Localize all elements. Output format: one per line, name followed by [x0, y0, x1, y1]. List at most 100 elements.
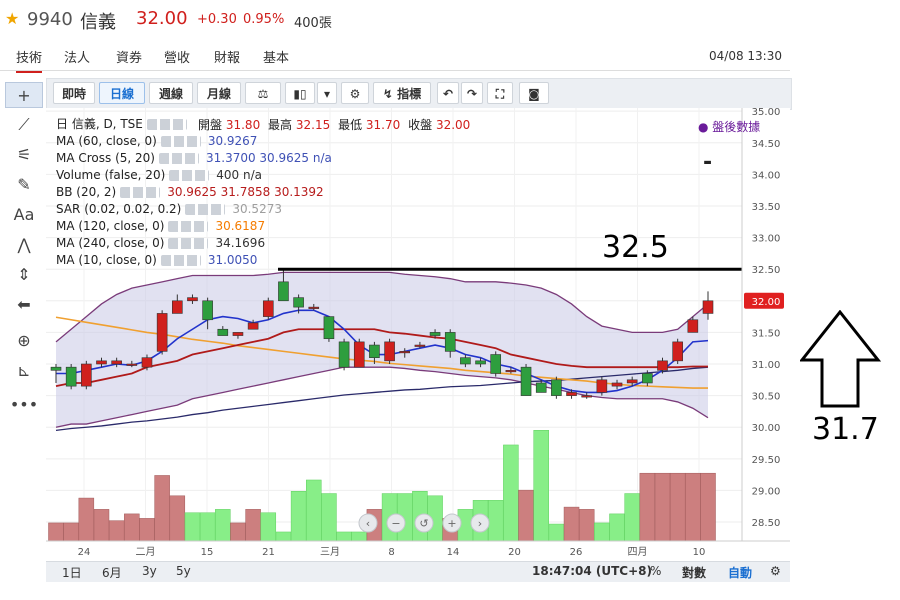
candle-body — [672, 341, 683, 362]
study-values: 31.0050 — [207, 253, 258, 267]
study-controls[interactable] — [160, 136, 201, 147]
indicators-button[interactable]: ↯ 指標 — [373, 82, 431, 104]
log-toggle[interactable]: 對數 — [682, 566, 707, 580]
tab-institutional[interactable]: 法人 — [64, 51, 91, 66]
study-name[interactable]: BB (20, 2) — [56, 185, 117, 199]
volume-bar — [487, 500, 504, 542]
percent-toggle[interactable]: % — [650, 564, 662, 578]
y-tick-label: 28.50 — [752, 518, 781, 529]
tab-margin[interactable]: 資券 — [116, 51, 143, 66]
study-controls[interactable] — [160, 255, 201, 266]
y-tick-label: 30.00 — [752, 423, 781, 434]
candle-body — [475, 360, 486, 365]
last-price: 32.00 — [136, 8, 188, 29]
tab-revenue[interactable]: 營收 — [164, 51, 191, 66]
collapse-indicator[interactable]: - — [703, 150, 713, 175]
chart-nav-icon: − — [391, 517, 400, 530]
study-name[interactable]: MA (60, close, 0) — [56, 134, 157, 148]
candle-body — [384, 341, 395, 362]
text-tool[interactable]: Aa — [5, 202, 43, 228]
chart-nav-button[interactable] — [414, 513, 434, 533]
chart-nav-button[interactable] — [358, 513, 378, 533]
range-1d[interactable]: 1日 — [62, 566, 82, 580]
annotation-line-label: 32.5 — [602, 230, 669, 265]
pattern-tool[interactable]: ⋀ — [5, 232, 43, 258]
chevron-down-icon: ▾ — [323, 87, 331, 101]
chart-type-button[interactable]: ▮▯ — [285, 82, 315, 104]
study-controls[interactable] — [185, 204, 226, 215]
candles-icon: ▮▯ — [293, 87, 307, 101]
trendline-tool[interactable]: ⟋ — [5, 112, 43, 138]
candle-body — [247, 322, 259, 330]
range-3y[interactable]: 3y — [142, 564, 157, 578]
brush-tool[interactable]: ✎ — [5, 172, 43, 198]
series-controls[interactable] — [146, 119, 187, 130]
candle-body — [566, 392, 577, 396]
pattern-icon: ⋀ — [17, 235, 31, 254]
y-tick-label: 35.00 — [752, 108, 781, 118]
candle-body — [156, 313, 168, 352]
chart-nav-icon: ‹ — [366, 517, 370, 530]
bottom-settings-button[interactable]: ⚙ — [770, 564, 781, 578]
undo-button[interactable]: ↶ — [437, 82, 459, 104]
fib-tool[interactable]: ⚟ — [5, 142, 43, 168]
tab-basic[interactable]: 基本 — [263, 51, 290, 66]
daily-button[interactable]: 日線 — [99, 82, 145, 104]
range-6m[interactable]: 6月 — [102, 566, 122, 580]
study-controls[interactable] — [169, 170, 210, 181]
back-tool[interactable]: ⬅ — [5, 292, 43, 318]
fullscreen-icon: ⛶ — [495, 87, 505, 101]
study-legend: 日 信義, D, TSE MA (60, close, 0) 30.9267 MA … — [56, 116, 332, 269]
candle-body — [50, 366, 62, 371]
high-value: 32.15 — [295, 118, 331, 132]
brush-icon: ✎ — [17, 175, 31, 194]
chart-type-dropdown[interactable]: ▾ — [317, 82, 337, 104]
chart-nav-button[interactable] — [386, 513, 406, 533]
study-name[interactable]: Volume (false, 20) — [56, 168, 166, 182]
study-controls[interactable] — [120, 187, 161, 198]
chart-nav-button[interactable] — [442, 513, 462, 533]
study-controls[interactable] — [158, 153, 199, 164]
study-name[interactable]: MA (10, close, 0) — [56, 253, 157, 267]
candle-body — [520, 366, 532, 396]
study-name[interactable]: MA (120, close, 0) — [56, 219, 165, 233]
x-tick-label: 三月 — [320, 546, 340, 558]
snapshot-button[interactable]: ◙ — [519, 82, 549, 104]
x-tick-label: 20 — [508, 547, 521, 558]
favorite-star-icon[interactable]: ★ — [5, 9, 20, 28]
study-row: MA Cross (5, 20) 31.3700 30.9625 n/a — [56, 150, 332, 167]
weekly-button[interactable]: 週線 — [149, 82, 193, 104]
realtime-button[interactable]: 即時 — [53, 82, 95, 104]
volume-bar — [563, 506, 580, 542]
fullscreen-button[interactable]: ⛶ — [487, 82, 513, 104]
text-icon: Aa — [13, 205, 35, 224]
redo-button[interactable]: ↷ — [461, 82, 483, 104]
more-tools[interactable]: ••• — [5, 392, 43, 418]
settings-button[interactable]: ⚙ — [341, 82, 369, 104]
study-name[interactable]: SAR (0.02, 0.02, 0.2) — [56, 202, 182, 216]
ohlc-legend: 開盤 31.80 最高 32.15 最低 31.70 收盤 32.00 — [198, 118, 471, 132]
study-name[interactable]: MA (240, close, 0) — [56, 236, 165, 250]
volume-bar — [48, 522, 64, 542]
study-controls[interactable] — [168, 221, 209, 232]
compare-scale-button[interactable]: ⚖ — [245, 82, 281, 104]
price-chart[interactable]: 35.00 34.50 34.00 33.50 33.00 32.50 32.00 31.50… — [46, 108, 790, 580]
measure-tool[interactable]: ⇕ — [5, 262, 43, 288]
gear-icon: ⚙ — [770, 564, 781, 578]
zoom-tool[interactable]: ⊕ — [5, 328, 43, 354]
study-name[interactable]: MA Cross (5, 20) — [56, 151, 155, 165]
range-5y[interactable]: 5y — [176, 564, 191, 578]
ruler-tool[interactable]: ⊾ — [5, 358, 43, 384]
tab-technical[interactable]: 技術 — [16, 47, 43, 73]
monthly-button[interactable]: 月線 — [197, 82, 241, 104]
tab-financials[interactable]: 財報 — [214, 51, 241, 66]
y-tick-label: 29.00 — [752, 486, 781, 497]
chart-nav-button[interactable] — [470, 513, 490, 533]
auto-scale-toggle[interactable]: 自動 — [728, 566, 753, 580]
after-hours-link[interactable]: ● 盤後數據 — [698, 120, 761, 134]
x-tick-label: 14 — [447, 547, 460, 558]
crosshair-tool[interactable]: + — [5, 82, 43, 108]
study-controls[interactable] — [168, 238, 209, 249]
x-tick-label: 8 — [388, 547, 394, 558]
chart-nav-icon: ↺ — [419, 517, 428, 530]
